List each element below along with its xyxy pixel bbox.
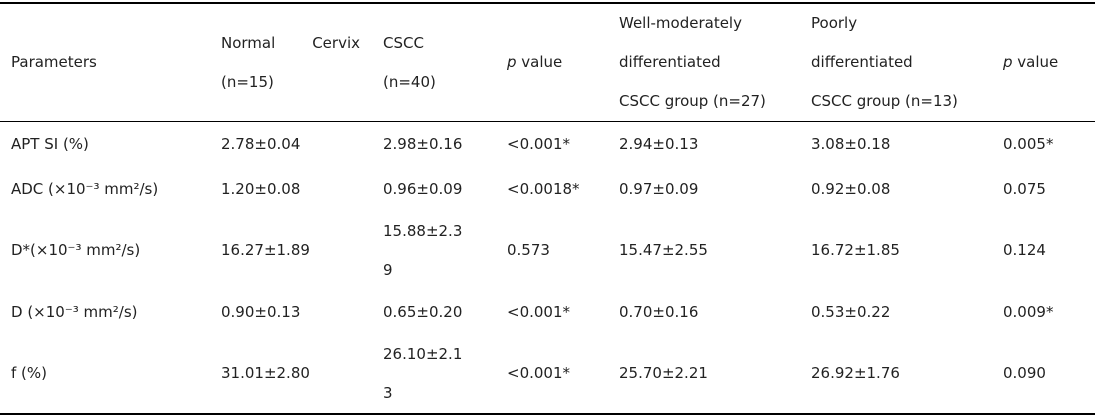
table-row: ADC (×10⁻³ mm²/s) 1.20±0.08 0.96±0.09 <0.00…: [0, 167, 1095, 212]
table-cell: 2.78±0.04: [221, 134, 301, 153]
table-cell: 15.88±2.39: [383, 221, 463, 279]
header-cell: Poorly differentiated CSCC group (n=13): [811, 14, 958, 110]
table-cell: 15.47±2.55: [619, 241, 708, 259]
header-cell: p value: [1003, 53, 1059, 71]
table-row: D (×10⁻³ mm²/s) 0.90±0.13 0.65±0.20 <0.001*…: [0, 290, 1095, 335]
header-cell: CSCC (n=40): [383, 33, 436, 91]
table-cell: D (×10⁻³ mm²/s): [11, 302, 138, 321]
table-cell: 0.009*: [1003, 302, 1054, 321]
table-row: D*(×10⁻³ mm²/s) 16.27±1.89 15.88±2.39 0.573…: [0, 212, 1095, 290]
table-row: APT SI (%) 2.78±0.04 2.98±0.16 <0.001* 2.94±…: [0, 122, 1095, 167]
table-cell: 0.90±0.13: [221, 302, 301, 321]
header-cell: p value: [507, 53, 563, 71]
table-cell: <0.0018*: [507, 179, 580, 198]
header-row: Parameters Normal Cervix (n=15) CSCC (n=40…: [0, 3, 1095, 122]
table-cell: 0.53±0.22: [811, 302, 891, 321]
table-cell: D*(×10⁻³ mm²/s): [11, 241, 141, 259]
table-cell: f (%): [11, 364, 48, 382]
table-cell: 16.72±1.85: [811, 241, 900, 259]
table-cell: 0.65±0.20: [383, 302, 463, 321]
table-cell: APT SI (%): [11, 134, 89, 153]
header-cell: Parameters: [11, 53, 97, 71]
table-header: Parameters Normal Cervix (n=15) CSCC (n=40…: [0, 3, 1095, 122]
table-cell: 2.98±0.16: [383, 134, 463, 153]
table-cell: 16.27±1.89: [221, 241, 310, 259]
table-cell: 25.70±2.21: [619, 364, 708, 382]
table-cell: 0.573: [507, 241, 550, 259]
table-cell: 0.97±0.09: [619, 179, 699, 198]
header-cell: Well-moderately differentiated CSCC grou…: [619, 14, 766, 110]
table-cell: <0.001*: [507, 364, 571, 382]
table-cell: 0.090: [1003, 364, 1046, 382]
table-cell: 2.94±0.13: [619, 134, 699, 153]
table-cell: 0.075: [1003, 179, 1046, 198]
table-cell: 3.08±0.18: [811, 134, 891, 153]
table-body: APT SI (%) 2.78±0.04 2.98±0.16 <0.001* 2.94±…: [0, 122, 1095, 414]
table-cell: <0.001*: [507, 302, 571, 321]
table-cell: 26.10±2.13: [383, 344, 463, 402]
table-cell: 0.70±0.16: [619, 302, 699, 321]
table-cell: 26.92±1.76: [811, 364, 900, 382]
table-cell: 1.20±0.08: [221, 179, 301, 198]
table-cell: 0.92±0.08: [811, 179, 891, 198]
table-cell: 0.124: [1003, 241, 1046, 259]
table-row: f (%) 31.01±2.80 26.10±2.13 <0.001* 25.70±2.…: [0, 335, 1095, 414]
table-cell: ADC (×10⁻³ mm²/s): [11, 179, 159, 198]
table-cell: <0.001*: [507, 134, 571, 153]
header-cell: Normal Cervix (n=15): [221, 33, 360, 91]
table-cell: 31.01±2.80: [221, 364, 310, 382]
table-cell: 0.005*: [1003, 134, 1054, 153]
table-cell: 0.96±0.09: [383, 179, 463, 198]
